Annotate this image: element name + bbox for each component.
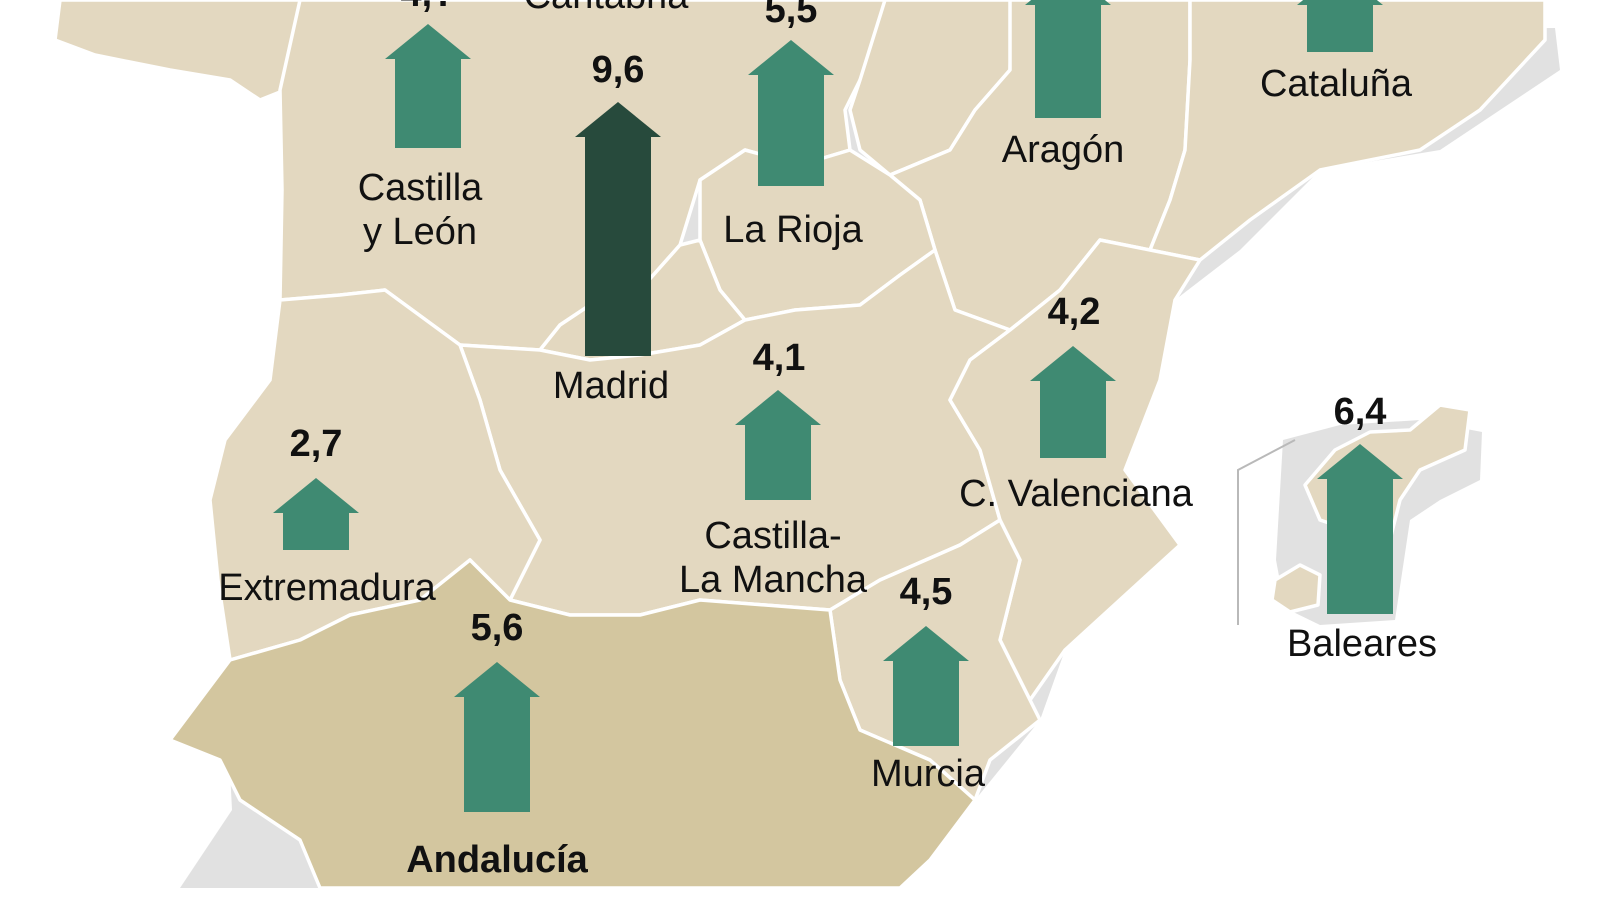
up-arrow-icon-baleares xyxy=(1317,444,1403,614)
up-arrow-icon-castilla-la-mancha xyxy=(735,390,821,500)
label-cantabria: Cantabria xyxy=(524,0,689,18)
up-arrow-icon-extremadura xyxy=(273,478,359,550)
label-baleares: Baleares xyxy=(1287,623,1437,665)
label-andalucia: Andalucía xyxy=(406,839,588,881)
value-extremadura: 2,7 xyxy=(289,423,343,465)
region-andalucia xyxy=(168,558,977,890)
up-arrow-icon-pais-vasco-navarra xyxy=(748,40,834,186)
value-murcia: 4,5 xyxy=(899,571,953,613)
value-castilla-la-mancha: 4,1 xyxy=(752,337,806,379)
up-arrow-icon-andalucia xyxy=(454,662,540,812)
up-arrow-icon-c-valenciana xyxy=(1030,346,1116,458)
up-arrow-icon-cataluna xyxy=(1297,0,1383,52)
label-extremadura: Extremadura xyxy=(218,567,436,609)
label-cataluna: Cataluña xyxy=(1259,63,1413,105)
region-c-valenciana xyxy=(948,238,1202,702)
label-c-valenciana: C. Valenciana xyxy=(959,473,1193,515)
up-arrow-icon-murcia xyxy=(883,626,969,746)
label-aragon: Aragón xyxy=(1001,129,1125,171)
up-arrow-icon-galicia-asturias xyxy=(385,24,471,148)
label-castilla-la-mancha: Castilla- La Mancha xyxy=(678,515,868,601)
value-madrid: 9,6 xyxy=(591,49,645,91)
label-murcia: Murcia xyxy=(870,753,986,795)
value-c-valenciana: 4,2 xyxy=(1047,291,1101,333)
up-arrow-icon-aragon xyxy=(1025,0,1111,118)
value-baleares: 6,4 xyxy=(1333,391,1387,433)
up-arrow-icon-madrid xyxy=(575,102,661,356)
label-madrid: Madrid xyxy=(552,365,670,407)
value-andalucia: 5,6 xyxy=(470,607,524,649)
label-la-rioja: La Rioja xyxy=(723,209,863,251)
value-pais-vasco-navarra: 5,5 xyxy=(764,0,818,31)
region-baleares-ibiza xyxy=(1270,563,1322,614)
label-castilla-leon: Castilla y León xyxy=(357,167,483,253)
baleares-inset-border xyxy=(1237,439,1296,625)
value-galicia-asturias: 4,? xyxy=(401,0,456,14)
region-cataluna xyxy=(1148,0,1547,262)
